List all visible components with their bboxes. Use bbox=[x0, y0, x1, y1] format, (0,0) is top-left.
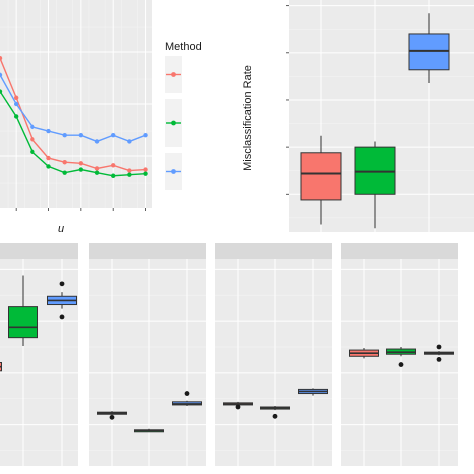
facet-3 bbox=[215, 243, 332, 466]
series-3-point bbox=[78, 133, 84, 138]
legend-key-point-2 bbox=[171, 120, 176, 126]
series-1-point bbox=[127, 168, 132, 173]
series-3-point bbox=[127, 139, 132, 144]
series-2-point bbox=[78, 167, 84, 172]
series-2-point bbox=[143, 171, 148, 176]
boxplot-y-axis-title: Misclassification Rate bbox=[242, 65, 254, 171]
facet-panel-background bbox=[341, 259, 458, 466]
series-3-point bbox=[143, 133, 148, 138]
boxplot-box-1 bbox=[300, 152, 342, 201]
facet-outlier-point bbox=[398, 362, 404, 367]
facet-marks bbox=[97, 259, 202, 466]
facet-marks bbox=[0, 259, 77, 466]
series-3-point bbox=[94, 139, 100, 144]
series-1-point bbox=[94, 166, 100, 171]
facet-outlier-point bbox=[436, 344, 442, 350]
series-2-point bbox=[62, 170, 67, 175]
facet-outlier-point bbox=[184, 391, 190, 396]
facet-strip bbox=[341, 243, 458, 259]
facet-4 bbox=[341, 243, 458, 466]
series-3-point bbox=[110, 133, 116, 138]
facet-box-2 bbox=[8, 306, 38, 339]
series-1-point bbox=[30, 137, 35, 142]
series-2-point bbox=[94, 170, 100, 175]
facet-outlier-point bbox=[109, 414, 115, 420]
series-1-point bbox=[110, 163, 116, 168]
facet-outlier-point bbox=[436, 356, 442, 362]
series-2-point bbox=[110, 173, 116, 178]
series-1-point bbox=[0, 56, 3, 61]
facet-strip bbox=[89, 243, 206, 259]
series-3-point bbox=[0, 72, 3, 78]
line-panel: u bbox=[0, 0, 152, 235]
series-3-point bbox=[62, 133, 67, 138]
facet-panel-background bbox=[89, 259, 206, 466]
facet-strip bbox=[215, 243, 332, 259]
series-2-point bbox=[13, 114, 19, 119]
legend-key-point-1 bbox=[171, 72, 176, 77]
boxplot-boxes bbox=[300, 13, 450, 229]
facet-1 bbox=[0, 243, 78, 466]
legend-key-point-3 bbox=[171, 169, 176, 174]
line-plot-series bbox=[0, 56, 148, 178]
series-1-point bbox=[78, 161, 84, 166]
series-3-point bbox=[13, 101, 19, 107]
series-3-point bbox=[46, 128, 51, 134]
series-3-point bbox=[30, 124, 35, 130]
facet-outlier-point bbox=[272, 413, 278, 419]
facet-panel-background bbox=[0, 259, 78, 466]
facet-2 bbox=[89, 243, 206, 466]
series-2-point bbox=[127, 172, 132, 177]
facet-panel-background bbox=[215, 259, 332, 466]
facet-outlier-point bbox=[59, 314, 65, 320]
series-1-point bbox=[62, 160, 67, 165]
facet-outlier-point bbox=[59, 281, 65, 287]
series-2-point bbox=[30, 149, 35, 155]
boxplot-panel: Misclassification Rate bbox=[242, 0, 474, 232]
legend: Method bbox=[165, 41, 202, 190]
facet-panels bbox=[0, 243, 458, 466]
line-plot-x-axis-title: u bbox=[58, 223, 64, 235]
series-1-point bbox=[13, 95, 19, 100]
series-2-point bbox=[0, 89, 3, 94]
facet-strip bbox=[0, 243, 78, 259]
series-1-point bbox=[46, 155, 51, 161]
line-plot-x-ticks bbox=[15, 208, 146, 211]
series-1-point bbox=[143, 167, 148, 172]
series-2-point bbox=[46, 164, 51, 169]
facet-marks bbox=[223, 259, 328, 466]
boxplot-y-ticks bbox=[286, 5, 289, 195]
facet-marks bbox=[349, 259, 454, 466]
facet-outlier-point bbox=[235, 404, 241, 410]
legend-title: Method bbox=[165, 41, 202, 53]
line-plot-grid bbox=[0, 0, 152, 208]
